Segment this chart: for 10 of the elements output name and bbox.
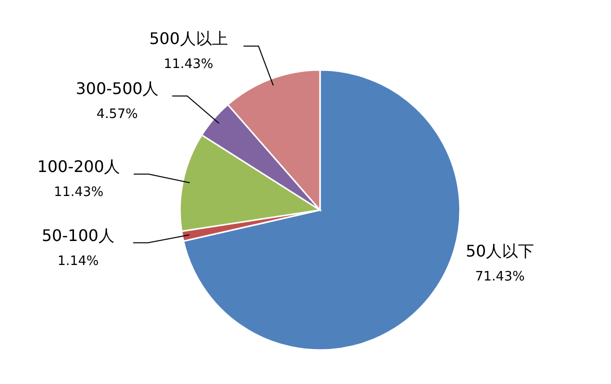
data-label: 11.43% — [164, 57, 214, 72]
slice-label: 500人以上 — [149, 29, 228, 48]
slice-label: 50-100人 — [42, 226, 114, 245]
slice-label: 50人以下 — [466, 242, 534, 261]
data-label: 11.43% — [54, 185, 104, 200]
data-label: 4.57% — [96, 107, 138, 122]
data-label: 71.43% — [475, 270, 525, 285]
slice-label: 300-500人 — [76, 79, 159, 98]
data-label: 1.14% — [57, 254, 99, 269]
slice-label: 100-200人 — [37, 157, 120, 176]
